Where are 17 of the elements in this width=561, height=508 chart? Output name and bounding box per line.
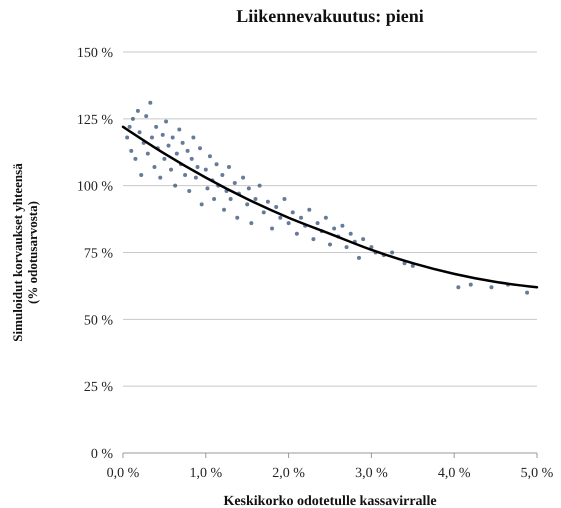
x-tick-label: 3,0 % — [355, 466, 388, 481]
x-tick-label: 1,0 % — [189, 466, 222, 481]
y-tick-label: 25 % — [84, 380, 114, 396]
x-tick-label: 2,0 % — [272, 466, 306, 481]
x-tick-label: 4,0 % — [438, 466, 471, 481]
line-series — [122, 126, 538, 289]
x-tick-label: 0,0 % — [106, 466, 140, 481]
x-axis-title: Keskikorko odotetulle kassavirralle — [223, 494, 437, 508]
x-tick-label: 5,0 % — [520, 466, 554, 481]
y-tick-label: 50 % — [84, 313, 114, 328]
y-tick-label: 75 % — [84, 246, 114, 262]
y-tick-label: 125 % — [76, 112, 114, 128]
y-tick-label: 150 % — [76, 46, 114, 61]
y-tick-label: 100 % — [76, 180, 114, 195]
y-axis-title: Simuloidut korvaukset yhteensä (% odotusarvosta) — [10, 162, 40, 342]
chart-title: Liikennevakuutus: pieni — [236, 6, 424, 26]
y-tick-label: 0 % — [90, 447, 114, 462]
